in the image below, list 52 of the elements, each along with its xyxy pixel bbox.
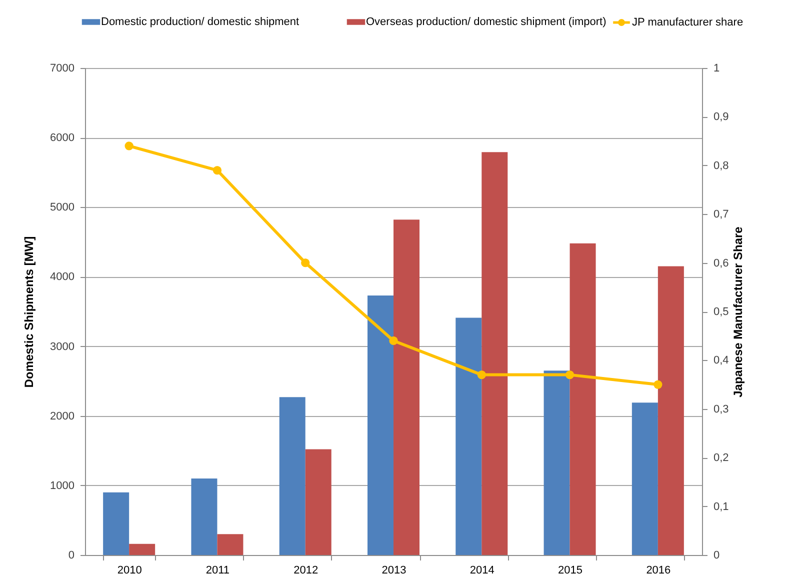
y2-tick-label: 0,4: [714, 354, 729, 367]
bar: [279, 397, 306, 555]
bar: [570, 243, 596, 555]
bar: [217, 534, 244, 555]
y-axis-title: Domestic Shipments [MW]: [22, 236, 36, 388]
y-tick-label: 7000: [50, 62, 74, 74]
y2-tick-label: 0,9: [714, 111, 729, 124]
legend-label: Domestic production/ domestic shipment: [101, 16, 300, 28]
y2-tick-label: 0: [714, 550, 720, 562]
point: [389, 336, 398, 346]
x-tick-label: 2010: [117, 564, 142, 576]
y-tick-label: 1000: [50, 480, 74, 492]
x-tick-label: 2015: [558, 564, 583, 576]
bar: [191, 478, 218, 555]
x-tick-label: 2011: [206, 564, 230, 576]
y2-tick-label: 0,6: [714, 257, 729, 270]
x-tick-label: 2013: [382, 564, 406, 576]
y-tick-label: 3000: [50, 340, 74, 353]
point: [654, 380, 662, 389]
point: [477, 370, 486, 380]
y2-tick-label: 0,1: [714, 500, 729, 513]
y2-tick-label: 1: [714, 62, 720, 74]
bar: [456, 318, 482, 555]
y-tick-label: 2000: [50, 410, 74, 422]
x-tick-label: 2012: [294, 564, 318, 576]
point: [565, 370, 574, 380]
bar: [544, 370, 570, 555]
x-tick-label: 2014: [470, 564, 494, 576]
bar: [305, 449, 332, 555]
y2-axis-title: Japanese Manufacturer Share: [730, 226, 745, 398]
bar: [482, 152, 508, 555]
bar: [658, 266, 684, 555]
point: [301, 258, 310, 268]
bar: [394, 220, 420, 555]
bar: [103, 492, 130, 555]
x-tick-label: 2016: [646, 564, 671, 576]
point: [212, 166, 222, 175]
y-tick-label: 5000: [50, 202, 74, 214]
legend-label: JP manufacturer share: [632, 16, 744, 28]
y2-tick-label: 0,8: [714, 160, 729, 172]
y2-tick-label: 0,3: [714, 403, 729, 416]
y2-tick-label: 0,7: [714, 208, 729, 221]
bar: [129, 544, 156, 555]
bar: [632, 402, 658, 555]
y-tick-label: 0: [68, 550, 74, 562]
y-tick-label: 6000: [50, 132, 74, 144]
y2-tick-label: 0,2: [714, 452, 729, 464]
point: [124, 142, 134, 150]
legend-label: Overseas production/ domestic shipment (import): [366, 16, 606, 28]
bar: [368, 296, 394, 555]
y2-tick-label: 0,5: [714, 306, 729, 318]
y-tick-label: 4000: [50, 271, 74, 284]
